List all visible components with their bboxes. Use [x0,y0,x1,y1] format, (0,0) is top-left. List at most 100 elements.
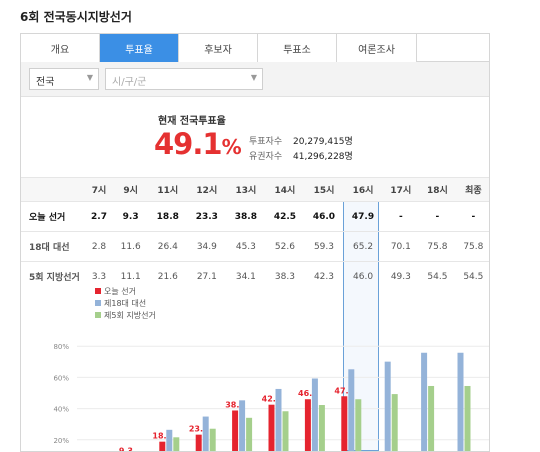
electorate-value: 41,296,228명 [293,152,353,162]
chart-bar [202,416,209,451]
table-header-hour: 12시 [187,177,227,202]
table-header-hour: 11시 [148,177,188,202]
table-cell: 2.8 [85,231,114,262]
table-cell: 42.3 [304,261,344,292]
y-tick-label: 60% [53,374,69,382]
chevron-down-icon: ▼ [86,73,93,82]
table-cell: 70.1 [382,231,420,262]
region-select[interactable]: 전국 ▼ [29,68,99,90]
district-select[interactable]: 시/구/군 ▼ [105,68,263,90]
table-cell: 75.8 [419,231,456,262]
turnout-chart-svg: 20%40%60%80%2.79.318.823.338.842.546.047… [53,343,489,452]
turnout-table: 7시 9시 11시 12시 13시 14시 15시 16시 17시 18시 최종… [21,177,489,292]
voters-value: 20,279,415명 [293,137,353,147]
chart-bar [384,361,391,451]
legend-label: 오늘 선거 [104,287,136,296]
table-cell: 3.3 [85,261,114,292]
table-cell: 34.9 [187,231,227,262]
table-cell: 34.1 [226,261,266,292]
chart-bar [355,399,362,451]
table-cell: 52.6 [265,231,305,262]
table-cell: 46.0 [304,201,344,232]
electorate-label: 유권자수 [249,152,283,162]
region-select-value: 전국 [36,77,55,88]
table-header-hour: 17시 [382,177,420,202]
bar-data-label: 38.8 [225,400,245,409]
y-tick-label: 40% [53,406,69,414]
table-cell: 46.0 [343,261,383,292]
table-header-hour: 13시 [226,177,266,202]
turnout-rate-value: 49.1 [154,127,223,161]
table-header-hour: 7시 [85,177,114,202]
legend-label: 제5회 지방선거 [104,311,156,320]
table-cell: 18.8 [148,201,188,232]
turnout-rate-unit: % [221,135,242,159]
chart-bar [159,441,166,451]
chart-bar [282,411,289,451]
chart-bar [268,404,275,451]
table-cell: 54.5 [455,261,489,292]
turnout-rate: 49.1% [154,127,242,161]
district-select-placeholder: 시/구/군 [112,77,147,88]
bar-data-label: 18.8 [152,432,172,441]
table-header-hour: 14시 [265,177,305,202]
filter-bar: 전국 ▼ 시/구/군 ▼ [21,62,489,97]
table-cell: 42.5 [265,201,305,232]
table-cell: 27.1 [187,261,227,292]
tab-polling-stations[interactable]: 투표소 [258,34,337,62]
chart-bar [428,385,435,451]
table-header-hour: 최종 [455,177,489,202]
table-header-row: 7시 9시 11시 12시 13시 14시 15시 16시 17시 18시 최종 [21,177,489,202]
tab-turnout[interactable]: 투표율 [100,34,179,62]
chart-bar [275,388,282,451]
legend-swatch [95,312,101,318]
table-header-hour: 9시 [113,177,149,202]
bar-data-label: 9.3 [119,446,133,452]
chart-bar [391,394,398,451]
chart-bar [239,400,246,451]
legend-swatch [95,300,101,306]
table-header-hour: 15시 [304,177,344,202]
row-label: 5회 지방선거 [21,261,85,292]
table-cell: 54.5 [419,261,456,292]
tab-candidates[interactable]: 후보자 [179,34,258,62]
chart-bar [318,405,325,451]
chart-bar [246,417,253,451]
table-cell: 23.3 [187,201,227,232]
chart-bar [457,352,464,451]
chart-bar [166,429,173,451]
row-label: 18대 대선 [21,231,85,262]
chevron-down-icon: ▼ [250,73,257,82]
tab-bar: 개요 투표율 후보자 투표소 여론조사 [21,34,489,62]
y-tick-label: 80% [53,343,69,351]
table-cell: - [419,201,456,232]
voters-label: 투표자수 [249,137,283,147]
bar-data-label: 47.9 [334,386,354,395]
legend-item: 제18대 대선 [95,298,156,310]
table-cell: 65.2 [343,231,383,262]
page-title: 6회 전국동시지방선거 [20,10,132,24]
table-cell: 49.3 [382,261,420,292]
tab-opinion-polls[interactable]: 여론조사 [337,34,417,62]
table-cell: 26.4 [148,231,188,262]
tab-overview[interactable]: 개요 [21,34,100,62]
table-cell: 38.8 [226,201,266,232]
table-cell: 21.6 [148,261,188,292]
chart-bar [311,378,318,451]
summary-title: 현재 전국투표율 [158,116,226,127]
table-header-hour: 18시 [419,177,456,202]
legend-item: 제5회 지방선거 [95,310,156,322]
chart-bar [348,369,355,451]
bar-data-label: 46.0 [298,389,318,398]
table-cell: 75.8 [455,231,489,262]
legend-swatch [95,288,101,294]
chart-bar [209,428,216,451]
table-cell: 59.3 [304,231,344,262]
chart-legend: 오늘 선거 제18대 대선 제5회 지방선거 [95,286,156,322]
table-row: 오늘 선거 2.7 9.3 18.8 23.3 38.8 42.5 46.0 4… [21,201,489,232]
turnout-summary: 현재 전국투표율 49.1% 투표자수 20,279,415명 유권자수 41,… [21,98,489,180]
chart-bar [341,396,348,451]
bar-data-label: 23.3 [189,425,209,434]
table-cell: 38.3 [265,261,305,292]
table-header-hour: 16시 [343,177,383,202]
